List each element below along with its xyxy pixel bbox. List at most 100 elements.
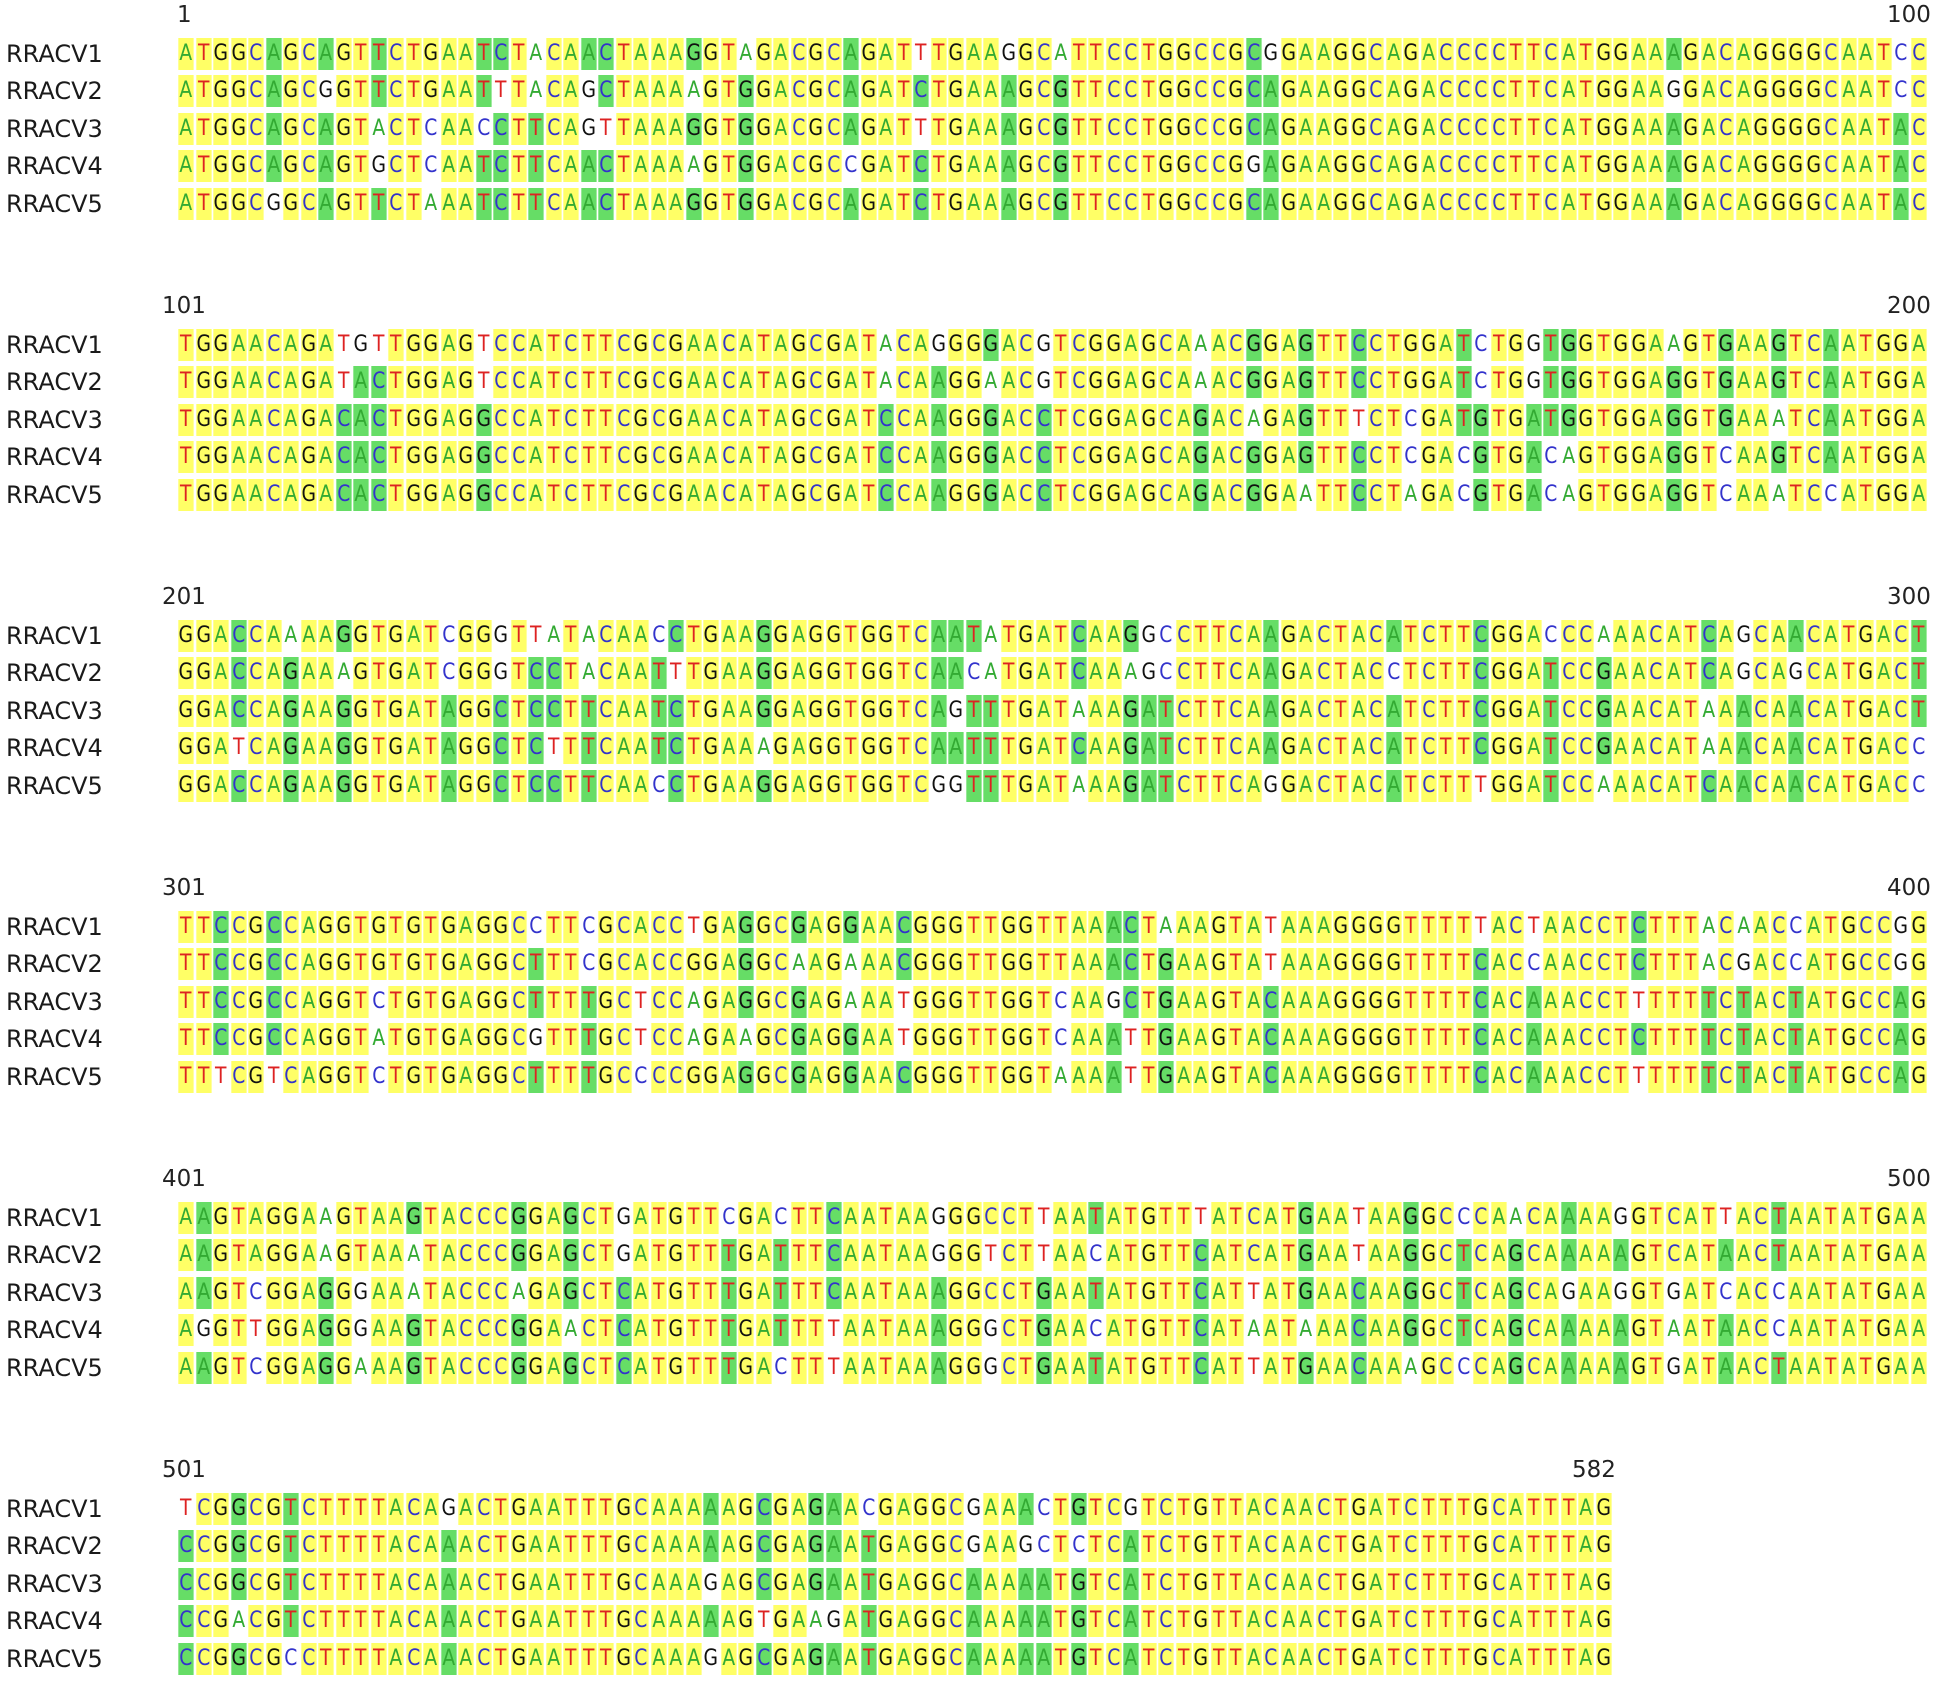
nucleotide: T [230, 1239, 246, 1271]
nucleotide: A [773, 404, 789, 436]
nucleotide: G [1613, 479, 1629, 511]
nucleotide: T [318, 1643, 334, 1675]
nucleotide: T [1070, 150, 1086, 182]
nucleotide: G [405, 1023, 421, 1055]
sequence-name: RRACV1 [6, 913, 103, 941]
nucleotide: A [440, 1202, 456, 1234]
nucleotide: C [283, 986, 299, 1018]
nucleotide: G [808, 188, 824, 220]
nucleotide: C [913, 188, 929, 220]
nucleotide: T [755, 479, 771, 511]
nucleotide: A [1701, 914, 1715, 939]
nucleotide: T [860, 1605, 876, 1637]
sequence-name: RRACV4 [6, 152, 103, 180]
nucleotide: G [965, 479, 981, 511]
nucleotide: T [388, 948, 404, 980]
nucleotide: A [458, 113, 474, 145]
nucleotide: G [1245, 441, 1261, 473]
nucleotide: G [1683, 38, 1699, 70]
nucleotide: T [563, 657, 579, 689]
nucleotide: G [1805, 150, 1821, 182]
nucleotide: A [458, 1493, 474, 1525]
nucleotide: G [1910, 948, 1926, 980]
nucleotide: T [1403, 620, 1419, 652]
nucleotide: C [650, 441, 666, 473]
nucleotide: C [528, 770, 544, 802]
nucleotide: C [335, 479, 351, 511]
nucleotide: A [1595, 1277, 1611, 1309]
nucleotide: A [1648, 150, 1664, 182]
nucleotide: A [668, 1493, 684, 1525]
nucleotide: T [1543, 1643, 1559, 1675]
nucleotide: C [633, 1530, 649, 1562]
nucleotide: A [1175, 911, 1191, 943]
nucleotide: C [424, 153, 438, 178]
nucleotide: C [493, 1202, 509, 1234]
nucleotide: A [265, 695, 281, 727]
nucleotide: T [685, 1314, 701, 1346]
nucleotide: T [1210, 732, 1226, 764]
nucleotide: G [1770, 329, 1786, 361]
nucleotide: A [843, 1568, 859, 1600]
nucleotide: C [1070, 329, 1086, 361]
nucleotide: A [440, 329, 456, 361]
nucleotide: T [1333, 695, 1349, 727]
nucleotide: A [825, 1643, 841, 1675]
nucleotide: G [1053, 113, 1069, 145]
nucleotide: A [458, 986, 474, 1018]
nucleotide: A [1823, 695, 1839, 727]
nucleotide: A [686, 78, 700, 103]
nucleotide: C [1665, 1239, 1681, 1271]
nucleotide: G [948, 1239, 964, 1271]
nucleotide: C [528, 657, 544, 689]
nucleotide: G [353, 620, 369, 652]
nucleotide: C [1070, 479, 1086, 511]
nucleotide: T [615, 150, 631, 182]
nucleotide: A [1543, 1239, 1559, 1271]
nucleotide: C [1035, 150, 1051, 182]
nucleotide: C [1420, 695, 1436, 727]
nucleotide: G [1158, 38, 1174, 70]
nucleotide: G [1753, 150, 1769, 182]
nucleotide: G [283, 770, 299, 802]
nucleotide: A [458, 1605, 474, 1637]
nucleotide: G [1298, 441, 1314, 473]
nucleotide: T [1475, 773, 1487, 798]
nucleotide: A [248, 1202, 264, 1234]
nucleotide: C [248, 770, 264, 802]
nucleotide: C [1228, 657, 1244, 689]
nucleotide: G [178, 657, 194, 689]
nucleotide: C [248, 1530, 264, 1562]
sequence-name: RRACV5 [6, 481, 103, 509]
nucleotide: G [948, 75, 964, 107]
nucleotide: T [1175, 1530, 1191, 1562]
nucleotide: G [1210, 986, 1226, 1018]
sequence-name: RRACV5 [6, 1645, 103, 1673]
nucleotide: G [213, 329, 229, 361]
nucleotide: A [1613, 657, 1629, 689]
nucleotide: A [1700, 113, 1716, 145]
nucleotide: T [1578, 38, 1594, 70]
nucleotide: G [195, 404, 211, 436]
nucleotide: T [1438, 695, 1454, 727]
nucleotide: T [1455, 770, 1471, 802]
nucleotide: T [827, 1355, 839, 1380]
nucleotide: A [300, 986, 316, 1018]
nucleotide: A [633, 911, 649, 943]
nucleotide: A [650, 150, 666, 182]
nucleotide: A [1438, 366, 1454, 398]
nucleotide: G [913, 1568, 929, 1600]
nucleotide: C [1473, 620, 1489, 652]
nucleotide: T [860, 441, 876, 473]
nucleotide: G [703, 1061, 719, 1093]
nucleotide: C [300, 1605, 316, 1637]
nucleotide: A [650, 1605, 666, 1637]
nucleotide: C [1858, 911, 1874, 943]
nucleotide: A [633, 1277, 649, 1309]
nucleotide: A [1509, 1205, 1523, 1230]
start-position-label: 101 [162, 293, 206, 319]
nucleotide: C [1578, 986, 1594, 1018]
nucleotide: A [1368, 1277, 1384, 1309]
nucleotide: G [1735, 623, 1751, 648]
nucleotide: T [1385, 479, 1401, 511]
